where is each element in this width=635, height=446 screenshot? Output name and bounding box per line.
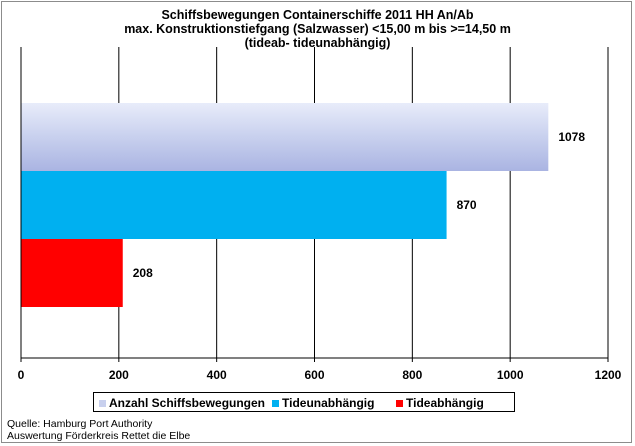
- source-note: Quelle: Hamburg Port Authority Auswertun…: [7, 418, 190, 442]
- bar-3: [21, 239, 123, 307]
- bar-2: [21, 171, 447, 239]
- bar-1: [21, 103, 549, 171]
- x-tick-label-1200: 1200: [595, 368, 622, 382]
- x-tick-label-600: 600: [304, 368, 324, 382]
- chart-title-line-3: (tideab- tideunabhängig): [244, 36, 391, 50]
- source-line-1: Quelle: Hamburg Port Authority: [7, 418, 153, 430]
- data-label-3: 208: [133, 266, 153, 280]
- x-tick-label-200: 200: [109, 368, 129, 382]
- chart-title-line-2: max. Konstruktionstiefgang (Salzwasser) …: [124, 22, 511, 36]
- chart-title: Schiffsbewegungen Containerschiffe 2011 …: [2, 8, 633, 50]
- data-label-2: 870: [457, 198, 477, 212]
- x-tick-label-800: 800: [402, 368, 422, 382]
- legend-item-anzahl: Anzahl Schiffsbewegungen: [99, 396, 265, 410]
- legend-label-tideunabhaengig: Tideunabhängig: [282, 396, 375, 410]
- legend-swatch-tideabhaengig: [396, 399, 403, 407]
- legend: Anzahl Schiffsbewegungen Tideunabhängig …: [93, 392, 515, 412]
- legend-label-anzahl: Anzahl Schiffsbewegungen: [109, 396, 266, 410]
- source-line-2: Auswertung Förderkreis Rettet die Elbe: [7, 430, 191, 442]
- data-label-1: 1078: [558, 130, 585, 144]
- x-tick-label-0: 0: [18, 368, 25, 382]
- x-axis: [20, 47, 609, 362]
- legend-item-tideabhaengig: Tideabhängig: [396, 396, 484, 410]
- legend-swatch-tideunabhaengig: [272, 399, 279, 407]
- bars: [21, 103, 549, 307]
- chart-title-line-1: Schiffsbewegungen Containerschiffe 2011 …: [161, 8, 474, 22]
- legend-swatch-anzahl: [99, 399, 106, 407]
- legend-label-tideabhaengig: Tideabhängig: [406, 396, 484, 410]
- x-tick-label-1000: 1000: [497, 368, 524, 382]
- x-tick-labels: 0 200 400 600 800 1000 1200: [18, 368, 622, 382]
- data-labels: 1078 870 208: [133, 130, 586, 280]
- x-tick-label-400: 400: [207, 368, 227, 382]
- legend-item-tideunabhaengig: Tideunabhängig: [272, 396, 374, 410]
